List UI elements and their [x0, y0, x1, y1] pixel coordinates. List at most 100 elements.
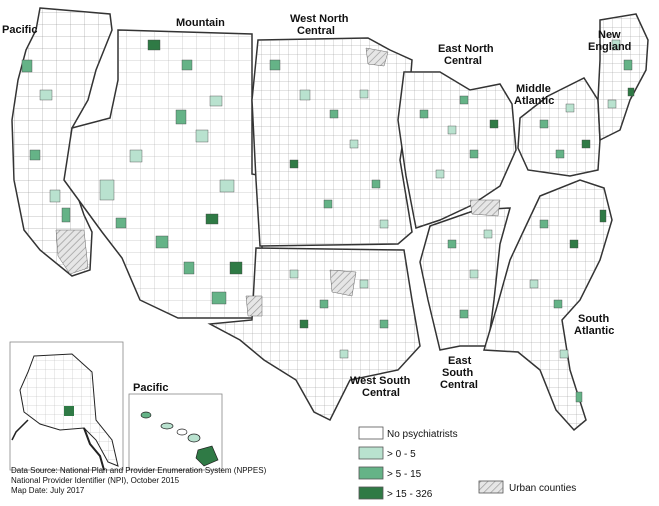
county-cell — [623, 59, 633, 71]
legend-label-2: > 5 - 15 — [387, 469, 422, 480]
county-cell — [147, 39, 161, 51]
county-cell — [371, 179, 381, 189]
label-wnc-line1: West North — [290, 13, 349, 25]
label-wsc-line1: West South — [350, 375, 411, 387]
county-cell — [339, 349, 349, 359]
county-cell — [553, 299, 563, 309]
legend: No psychiatrists > 0 - 5 > 5 - 15 > 15 - 32… — [358, 426, 576, 500]
county-cell — [469, 149, 479, 159]
county-cell — [559, 349, 569, 359]
county-cell — [155, 235, 169, 249]
label-sa-line2: Atlantic — [574, 325, 614, 337]
legend-swatch-urban — [478, 480, 504, 494]
county-cell — [289, 159, 299, 169]
county-cell — [379, 219, 389, 229]
urban-areas — [55, 47, 501, 317]
county-cell — [581, 139, 591, 149]
region-new-england — [597, 13, 649, 142]
county-cell — [183, 261, 195, 275]
county-cell — [599, 209, 607, 223]
county-cell — [539, 219, 549, 229]
county-cell — [611, 39, 621, 51]
legend-label-urban: Urban counties — [509, 483, 576, 494]
county-cell — [627, 87, 635, 97]
alaska-inset — [9, 341, 124, 471]
county-cell — [489, 119, 499, 129]
legend-label-0: No psychiatrists — [387, 429, 458, 440]
county-cell — [99, 179, 115, 201]
county-cell — [129, 149, 143, 163]
county-cell — [61, 207, 71, 223]
region-south-atlantic — [483, 179, 613, 432]
county-cell — [329, 109, 339, 119]
source-line-2: National Provider Identifier (NPI), Octo… — [11, 476, 180, 485]
county-cell — [359, 89, 369, 99]
county-cell — [483, 229, 493, 239]
county-cell — [299, 89, 311, 101]
legend-swatch-3 — [358, 486, 384, 500]
label-wsc-line2: Central — [362, 387, 400, 399]
county-cell — [205, 213, 219, 225]
county-cell — [469, 269, 479, 279]
label-ne-line1: New — [598, 29, 621, 41]
county-shading — [21, 39, 635, 403]
region-west-south-central — [207, 247, 421, 422]
label-enc-line2: Central — [444, 55, 482, 67]
county-cell — [219, 179, 235, 193]
county-cell — [539, 119, 549, 129]
county-cell — [289, 269, 299, 279]
label-esc-line2: South — [442, 367, 473, 379]
label-esc-line1: East — [448, 355, 472, 367]
hawaii-inset — [128, 393, 223, 471]
legend-label-3: > 15 - 326 — [387, 489, 433, 500]
label-enc-line1: East North — [438, 43, 494, 55]
county-cell — [435, 169, 445, 179]
source-line-1: Data Source: National Plan and Provider … — [11, 466, 267, 475]
county-cell — [323, 199, 333, 209]
label-pacific-inset: Pacific — [133, 382, 168, 394]
county-cell — [565, 103, 575, 113]
county-cell — [211, 291, 227, 305]
label-ma-line1: Middle — [516, 83, 551, 95]
county-cell — [115, 217, 127, 229]
county-cell — [21, 59, 33, 73]
county-cell — [319, 299, 329, 309]
county-cell — [459, 95, 469, 105]
label-pacific: Pacific — [2, 24, 37, 36]
county-cell — [229, 261, 243, 275]
county-cell — [447, 239, 457, 249]
county-cell — [269, 59, 281, 71]
label-ne-line2: England — [588, 41, 631, 53]
county-cell — [175, 109, 187, 125]
region-labels: Pacific Mountain West North Central East… — [2, 13, 631, 399]
legend-label-1: > 0 - 5 — [387, 449, 416, 460]
county-cell — [569, 239, 579, 249]
county-cell — [349, 139, 359, 149]
county-cell — [299, 319, 309, 329]
label-sa-line1: South — [578, 313, 609, 325]
county-cell — [359, 279, 369, 289]
county-cell — [607, 99, 617, 109]
county-cell — [379, 319, 389, 329]
legend-swatch-2 — [358, 466, 384, 480]
county-cell — [39, 89, 53, 101]
county-cell — [49, 189, 61, 203]
county-cell — [29, 149, 41, 161]
county-cell — [575, 391, 583, 403]
label-ma-line2: Atlantic — [514, 95, 554, 107]
county-cell — [419, 109, 429, 119]
county-cell — [181, 59, 193, 71]
county-cell — [555, 149, 565, 159]
county-cell — [529, 279, 539, 289]
county-cell — [195, 129, 209, 143]
label-esc-line3: Central — [440, 379, 478, 391]
region-pacific — [11, 7, 113, 277]
county-cell — [447, 125, 457, 135]
county-cell — [209, 95, 223, 107]
source-line-3: Map Date: July 2017 — [11, 486, 85, 495]
label-wnc-line2: Central — [297, 25, 335, 37]
region-west-north-central — [251, 37, 413, 247]
legend-swatch-0 — [358, 426, 384, 440]
